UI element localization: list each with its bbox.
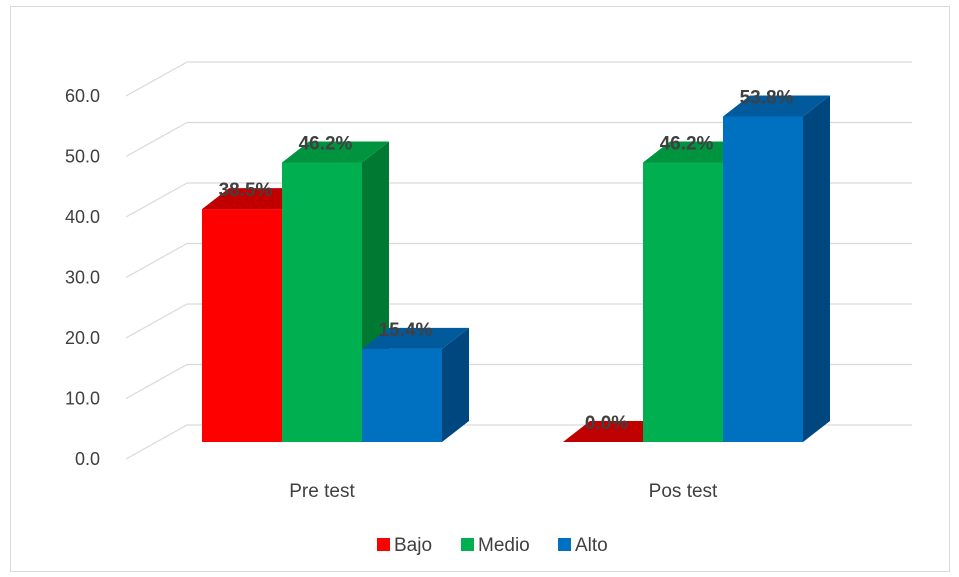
category-label-pos-test: Pos test (649, 481, 718, 502)
bar-top (362, 327, 469, 349)
y-tick-label: 50.0 (65, 147, 100, 167)
legend-item-medio: Medio (461, 535, 530, 556)
gridline-diagonal (125, 424, 188, 460)
gridline-diagonal (125, 303, 188, 339)
data-label: 46.2% (299, 133, 353, 154)
legend-swatch (377, 538, 390, 551)
data-label: 15.4% (379, 320, 433, 341)
y-tick-label: 40.0 (65, 207, 100, 227)
data-label: 46.2% (660, 133, 714, 154)
legend: Bajo Medio Alto (377, 535, 608, 556)
bar-front (202, 209, 282, 442)
y-tick-label: 0.0 (75, 449, 100, 469)
bars (202, 95, 830, 443)
legend-swatch (461, 538, 474, 551)
legend-label: Medio (478, 535, 530, 556)
y-tick-label: 60.0 (65, 86, 100, 106)
legend-label: Alto (575, 535, 608, 556)
gridline-diagonal (125, 61, 188, 97)
bar-front (723, 116, 803, 442)
bar-front (282, 162, 362, 443)
y-tick-label: 20.0 (65, 328, 100, 348)
bar-top (282, 141, 389, 163)
legend-label: Bajo (394, 535, 432, 556)
data-label: 38.5% (219, 180, 273, 201)
data-label: 0.0% (585, 413, 628, 434)
y-axis-ticks: 0.0 10.0 20.0 30.0 40.0 50.0 60.0 (65, 86, 100, 469)
legend-swatch (558, 538, 571, 551)
data-labels: 38.5% 46.2% 15.4% 0.0% 46.2% 53.8% (219, 88, 794, 434)
y-tick-label: 10.0 (65, 389, 100, 409)
bar-top (723, 95, 830, 117)
category-labels: Pre test Pos test (289, 481, 718, 502)
y-tick-label: 30.0 (65, 268, 100, 288)
bar-side (803, 95, 830, 442)
bar-front (362, 348, 442, 442)
category-label-pre-test: Pre test (289, 481, 355, 502)
bar-alto-pos-test (723, 95, 830, 442)
legend-item-bajo: Bajo (377, 535, 432, 556)
gridline-diagonal (125, 121, 188, 158)
bar-side (442, 327, 469, 442)
data-label: 53.8% (740, 88, 794, 109)
legend-item-alto: Alto (558, 535, 608, 556)
gridline-diagonal (125, 242, 188, 279)
gridline-diagonal (125, 363, 188, 400)
gridline-diagonal (125, 182, 188, 218)
bar-front (643, 162, 723, 443)
bar-alto-pre-test (362, 327, 469, 442)
